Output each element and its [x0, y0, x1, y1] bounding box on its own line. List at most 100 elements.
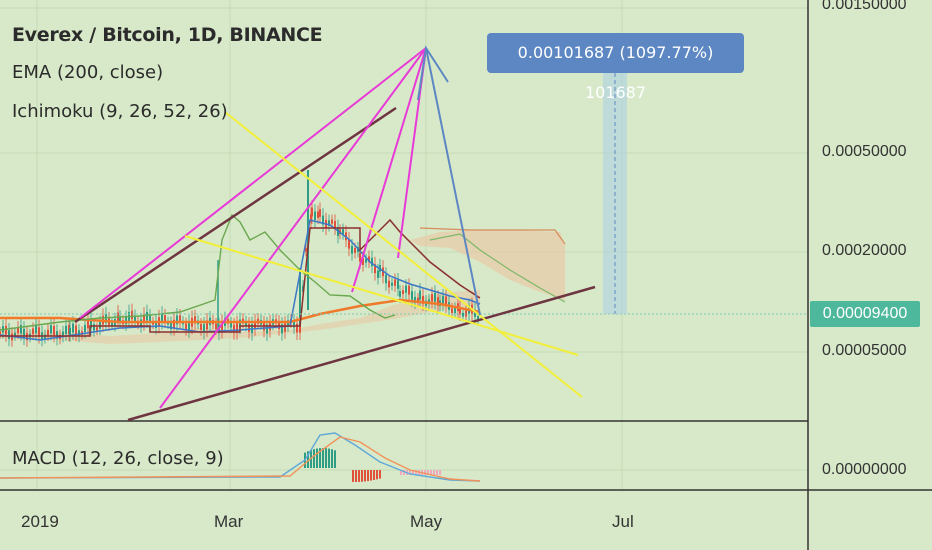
candle-body	[310, 214, 312, 223]
x-tick-label: Mar	[214, 512, 244, 531]
candle-body	[428, 299, 430, 304]
candle-body	[221, 322, 223, 332]
candle-body	[20, 325, 22, 334]
candle-body	[143, 314, 145, 324]
macd-histogram-bar	[433, 470, 435, 475]
macd-histogram-bar	[355, 470, 357, 482]
candle-body	[322, 215, 324, 225]
candle-body	[119, 315, 121, 322]
senkou-b	[429, 233, 566, 303]
candle-body	[72, 323, 74, 333]
ema-legend[interactable]: EMA (200, close)	[12, 62, 164, 83]
macd-histogram-bar	[322, 448, 324, 468]
candle-body	[215, 323, 217, 330]
ichimoku-legend[interactable]: Ichimoku (9, 26, 52, 26)	[12, 101, 228, 122]
y-tick-label: 0.00020000	[822, 242, 907, 259]
candle-body	[299, 324, 301, 333]
candle-body	[47, 329, 49, 336]
wedge-line	[184, 235, 579, 356]
candle-body	[388, 280, 390, 288]
candle-body	[405, 285, 407, 293]
candle-body	[477, 316, 479, 320]
candle-body	[173, 319, 175, 329]
candle-body	[454, 307, 456, 314]
candle-body	[462, 312, 464, 317]
candle-body	[125, 317, 127, 325]
macd-histogram-bar	[430, 470, 432, 475]
candle-body	[377, 270, 379, 278]
candle-body	[394, 279, 396, 286]
macd-histogram-bar	[400, 470, 402, 475]
candle-body	[93, 324, 95, 331]
candle-body	[451, 308, 453, 313]
macd-histogram-bar	[334, 450, 336, 468]
fan-line	[159, 47, 427, 409]
candle-body	[374, 264, 376, 274]
macd-histogram-bar	[409, 470, 411, 475]
candle-body	[203, 324, 205, 333]
candle-body	[8, 330, 10, 339]
candle-body	[239, 319, 241, 328]
x-tick-label: May	[410, 512, 443, 531]
candle-body	[445, 296, 447, 306]
support-line	[127, 285, 596, 422]
candle-body	[78, 330, 80, 337]
price-tag: 0.00009400	[810, 301, 920, 327]
candle-body	[23, 328, 25, 338]
candle-body	[348, 239, 350, 249]
candle-body	[164, 315, 166, 322]
candle-body	[365, 258, 367, 263]
macd-legend[interactable]: MACD (12, 26, close, 9)	[12, 448, 224, 469]
ema-line	[0, 298, 481, 324]
macd-histogram-bar	[331, 449, 333, 468]
candle-body	[459, 307, 461, 315]
macd-histogram-bar	[352, 470, 354, 482]
candle-body	[245, 321, 247, 326]
chart-title: Everex / Bitcoin, 1D, BINANCE	[12, 24, 323, 46]
candle-body	[385, 274, 387, 284]
projection-line	[425, 47, 481, 316]
candle-body	[419, 290, 421, 300]
macd-histogram-bar	[358, 470, 360, 482]
candle-body	[474, 309, 476, 317]
candle-body	[236, 323, 238, 333]
y-tick-label: 0.00050000	[822, 143, 907, 160]
candle-body	[408, 285, 410, 295]
macd-histogram-bar	[415, 470, 417, 475]
candle-body	[302, 285, 304, 292]
candle-body	[417, 297, 419, 302]
candle-body	[266, 324, 268, 334]
candle-body	[35, 324, 37, 334]
candle-body	[442, 296, 444, 305]
candle-body	[170, 322, 172, 330]
candle-body	[65, 325, 67, 334]
candle-body	[354, 248, 356, 253]
candle-body	[422, 295, 424, 304]
senkou-a	[419, 227, 566, 245]
candle-body	[248, 324, 250, 332]
candle-body	[75, 325, 77, 334]
candle-body	[328, 220, 330, 226]
candle-body	[194, 316, 196, 324]
candle-body	[254, 320, 256, 329]
candle-body	[134, 315, 136, 322]
fan-line	[351, 47, 427, 293]
channel-upper-line	[74, 106, 397, 324]
candle-body	[431, 293, 433, 302]
candle-body	[155, 321, 157, 328]
tenkan-line	[0, 219, 481, 341]
chikou-line	[0, 213, 396, 331]
macd-histogram-bar	[316, 448, 318, 468]
macd-histogram-bar	[313, 449, 315, 468]
candle-body	[32, 328, 34, 335]
macd-histogram-bar	[367, 470, 369, 482]
candle-body	[233, 324, 235, 333]
candle-body	[368, 256, 370, 263]
candle-body	[434, 292, 436, 302]
candle-body	[311, 207, 313, 217]
macd-histogram-bar	[427, 470, 429, 475]
candle-body	[53, 325, 55, 335]
candle-body	[185, 323, 187, 330]
indicator-lines	[0, 213, 808, 341]
